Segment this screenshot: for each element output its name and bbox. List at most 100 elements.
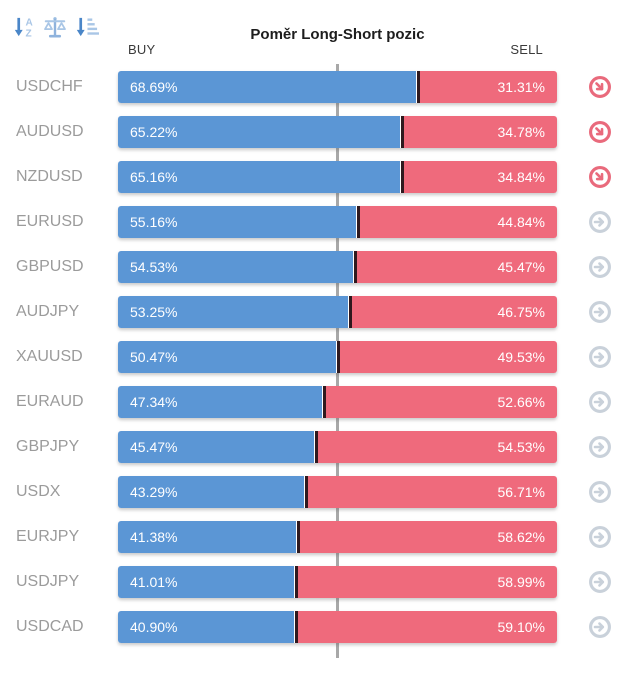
signal-right-icon[interactable] bbox=[557, 570, 629, 594]
signal-right-icon[interactable] bbox=[557, 300, 629, 324]
pair-rows: USDCHF 68.69% 31.31% AUDUSD 65.22% bbox=[0, 64, 629, 649]
signal-right-icon[interactable] bbox=[557, 480, 629, 504]
sell-percentage: 49.53% bbox=[497, 348, 545, 365]
sell-segment: 31.31% bbox=[419, 70, 557, 103]
ratio-bar[interactable]: 53.25% 46.75% bbox=[118, 295, 557, 328]
buy-segment: 41.01% bbox=[118, 565, 295, 598]
signal-down-icon[interactable] bbox=[557, 75, 629, 99]
sell-segment: 58.62% bbox=[299, 520, 557, 553]
segment-gap bbox=[293, 610, 295, 643]
chart-area: USDCHF 68.69% 31.31% AUDUSD 65.22% bbox=[0, 64, 629, 669]
buy-segment: 40.90% bbox=[118, 610, 294, 643]
sort-amount-icon[interactable] bbox=[73, 14, 99, 40]
signal-right-icon[interactable] bbox=[557, 345, 629, 369]
pair-label: USDCAD bbox=[16, 617, 84, 635]
ratio-bar[interactable]: 55.16% 44.84% bbox=[118, 205, 557, 238]
sell-percentage: 46.75% bbox=[497, 303, 545, 320]
segment-divider bbox=[295, 565, 299, 598]
pair-label: USDJPY bbox=[16, 572, 80, 590]
pair-row: EURAUD 47.34% 52.66% bbox=[0, 379, 629, 424]
sell-percentage: 31.31% bbox=[497, 78, 545, 95]
signal-right-icon[interactable] bbox=[557, 255, 629, 279]
ratio-bar[interactable]: 65.22% 34.78% bbox=[118, 115, 557, 148]
pair-label: GBPUSD bbox=[16, 257, 84, 275]
buy-percentage: 55.16% bbox=[130, 213, 178, 230]
sell-percentage: 58.62% bbox=[497, 528, 545, 545]
sell-segment: 56.71% bbox=[308, 475, 557, 508]
buy-percentage: 47.34% bbox=[130, 393, 178, 410]
pair-row: AUDJPY 53.25% 46.75% bbox=[0, 289, 629, 334]
ratio-bar[interactable]: 45.47% 54.53% bbox=[118, 430, 557, 463]
ratio-bar[interactable]: 54.53% 45.47% bbox=[118, 250, 557, 283]
segment-divider bbox=[322, 385, 326, 418]
segment-divider bbox=[296, 520, 300, 553]
sell-percentage: 54.53% bbox=[497, 438, 545, 455]
sell-segment: 52.66% bbox=[325, 385, 557, 418]
buy-segment: 53.25% bbox=[118, 295, 348, 328]
segment-divider bbox=[294, 610, 298, 643]
sell-percentage: 45.47% bbox=[497, 258, 545, 275]
buy-segment: 41.38% bbox=[118, 520, 296, 553]
toolbar: A Z bbox=[11, 14, 99, 40]
buy-segment: 45.47% bbox=[118, 430, 314, 463]
sell-percentage: 58.99% bbox=[497, 573, 545, 590]
pair-label: GBPJPY bbox=[16, 437, 80, 455]
chart-title: Poměr Long-Short pozic bbox=[250, 26, 425, 43]
buy-segment: 54.53% bbox=[118, 250, 354, 283]
svg-text:A: A bbox=[25, 17, 33, 28]
pair-row: GBPJPY 45.47% 54.53% bbox=[0, 424, 629, 469]
signal-right-icon[interactable] bbox=[557, 525, 629, 549]
sell-segment: 46.75% bbox=[351, 295, 557, 328]
buy-percentage: 41.38% bbox=[130, 528, 178, 545]
pair-label: USDCHF bbox=[16, 77, 83, 95]
pair-label: EURUSD bbox=[16, 212, 84, 230]
segment-gap bbox=[335, 340, 337, 373]
sell-percentage: 44.84% bbox=[497, 213, 545, 230]
ratio-bar[interactable]: 68.69% 31.31% bbox=[118, 70, 557, 103]
signal-right-icon[interactable] bbox=[557, 435, 629, 459]
segment-divider bbox=[305, 475, 309, 508]
ratio-bar[interactable]: 43.29% 56.71% bbox=[118, 475, 557, 508]
pair-label: XAUUSD bbox=[16, 347, 83, 365]
segment-gap bbox=[304, 475, 306, 508]
pair-row: AUDUSD 65.22% 34.78% bbox=[0, 109, 629, 154]
sort-alpha-icon[interactable]: A Z bbox=[11, 14, 37, 40]
pair-label: AUDJPY bbox=[16, 302, 80, 320]
pair-row: GBPUSD 54.53% 45.47% bbox=[0, 244, 629, 289]
ratio-bar[interactable]: 47.34% 52.66% bbox=[118, 385, 557, 418]
segment-gap bbox=[347, 295, 349, 328]
sell-percentage: 59.10% bbox=[497, 618, 545, 635]
ratio-bar[interactable]: 50.47% 49.53% bbox=[118, 340, 557, 373]
ratio-bar[interactable]: 65.16% 34.84% bbox=[118, 160, 557, 193]
segment-divider bbox=[357, 205, 361, 238]
balance-scale-icon[interactable] bbox=[42, 14, 68, 40]
segment-gap bbox=[295, 520, 297, 553]
buy-segment: 65.16% bbox=[118, 160, 401, 193]
buy-segment: 65.22% bbox=[118, 115, 401, 148]
svg-text:Z: Z bbox=[25, 28, 31, 39]
signal-down-icon[interactable] bbox=[557, 165, 629, 189]
signal-right-icon[interactable] bbox=[557, 210, 629, 234]
buy-column-header: BUY bbox=[128, 42, 156, 57]
sell-segment: 54.53% bbox=[317, 430, 557, 463]
buy-percentage: 45.47% bbox=[130, 438, 178, 455]
buy-percentage: 41.01% bbox=[130, 573, 178, 590]
segment-gap bbox=[356, 205, 358, 238]
signal-down-icon[interactable] bbox=[557, 120, 629, 144]
buy-percentage: 53.25% bbox=[130, 303, 178, 320]
signal-right-icon[interactable] bbox=[557, 390, 629, 414]
ratio-bar[interactable]: 41.38% 58.62% bbox=[118, 520, 557, 553]
segment-divider bbox=[354, 250, 358, 283]
buy-segment: 47.34% bbox=[118, 385, 322, 418]
pair-label: EURAUD bbox=[16, 392, 84, 410]
pair-label: USDX bbox=[16, 482, 61, 500]
pair-row: EURJPY 41.38% 58.62% bbox=[0, 514, 629, 559]
segment-gap bbox=[400, 115, 402, 148]
segment-divider bbox=[416, 70, 420, 103]
signal-right-icon[interactable] bbox=[557, 615, 629, 639]
ratio-bar[interactable]: 41.01% 58.99% bbox=[118, 565, 557, 598]
pair-row: USDJPY 41.01% 58.99% bbox=[0, 559, 629, 604]
buy-percentage: 43.29% bbox=[130, 483, 178, 500]
ratio-bar[interactable]: 40.90% 59.10% bbox=[118, 610, 557, 643]
